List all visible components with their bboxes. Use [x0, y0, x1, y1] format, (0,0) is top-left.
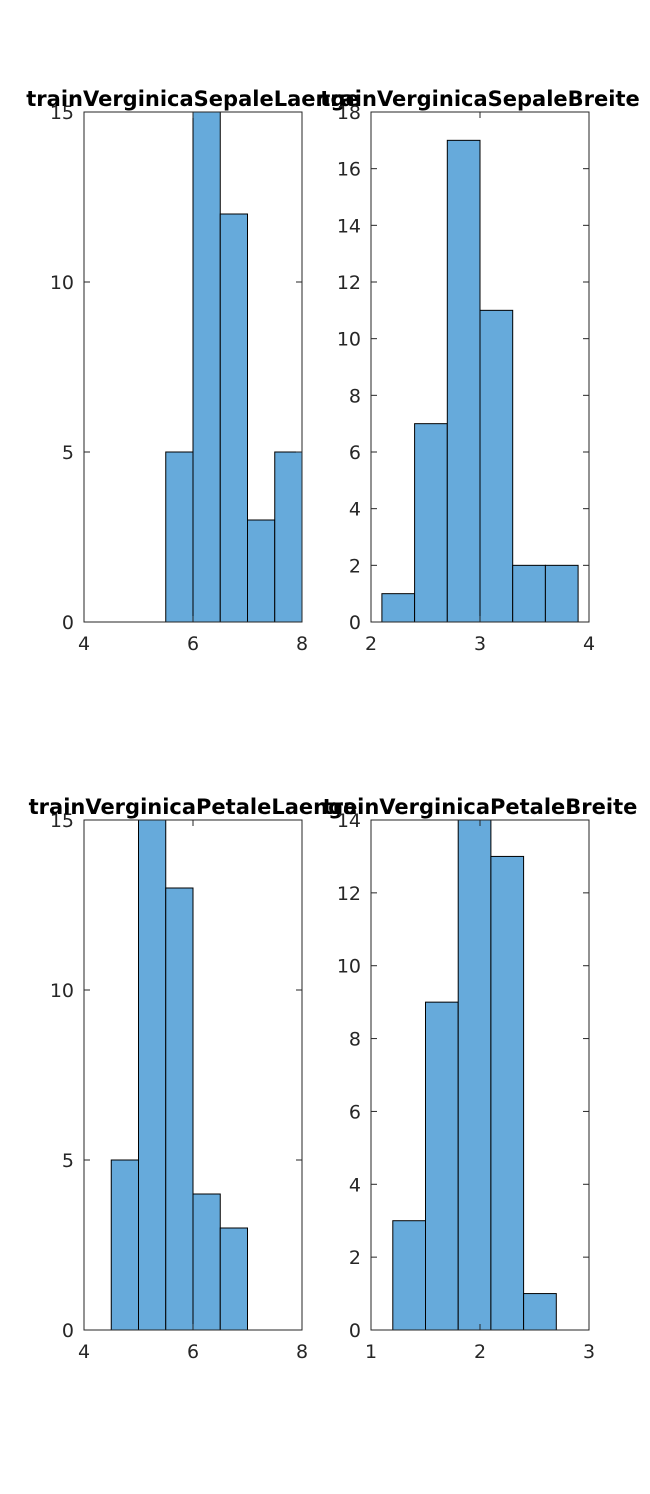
- chart-title: trainVerginicaPetaleLaenge: [29, 795, 358, 819]
- histogram-bar: [247, 519, 276, 623]
- y-tick-label: 6: [349, 442, 361, 464]
- y-tick-label: 5: [62, 1150, 74, 1172]
- y-tick-label: 10: [337, 956, 361, 978]
- y-tick-label: 18: [337, 102, 361, 124]
- x-tick-label: 1: [365, 1341, 377, 1363]
- y-tick-label: 2: [349, 555, 361, 577]
- y-tick-label: 4: [349, 1174, 361, 1196]
- histogram-bar: [219, 1227, 248, 1331]
- histogram-bar: [446, 139, 481, 623]
- histogram-bar: [523, 1293, 557, 1331]
- y-tick-label: 16: [337, 159, 361, 181]
- histogram-bar: [425, 1001, 459, 1331]
- y-tick-label: 5: [62, 442, 74, 464]
- x-tick-label: 6: [187, 633, 199, 655]
- x-tick-label: 4: [583, 633, 595, 655]
- x-tick-label: 4: [78, 1341, 90, 1363]
- histogram-sepal-width: 2 3 4024681012141618trainVerginicaSepaleBr…: [320, 87, 640, 655]
- histogram-bar: [192, 1193, 221, 1331]
- x-tick-label: 3: [583, 1341, 595, 1363]
- histogram-bar: [392, 1220, 426, 1331]
- histogram-bar: [414, 423, 448, 623]
- histogram-bar: [138, 819, 167, 1331]
- y-tick-label: 0: [62, 612, 74, 634]
- y-tick-label: 2: [349, 1247, 361, 1269]
- y-tick-label: 4: [349, 499, 361, 521]
- chart-title: trainVerginicaSepaleBreite: [320, 87, 640, 111]
- histogram-bar: [192, 111, 221, 623]
- y-tick-label: 15: [50, 102, 74, 124]
- histogram-bar: [381, 593, 416, 623]
- y-tick-label: 10: [50, 272, 74, 294]
- y-tick-label: 15: [50, 810, 74, 832]
- histogram-bar: [165, 451, 194, 623]
- histogram-bar: [490, 855, 525, 1331]
- x-tick-label: 2: [365, 633, 377, 655]
- y-tick-label: 8: [349, 385, 361, 407]
- x-tick-label: 8: [296, 633, 308, 655]
- chart-title: trainVerginicaPetaleBreite: [323, 795, 638, 819]
- y-tick-label: 10: [337, 329, 361, 351]
- y-tick-label: 12: [337, 883, 361, 905]
- histogram-bar: [165, 887, 194, 1331]
- histogram-bar: [512, 564, 546, 623]
- x-tick-label: 8: [296, 1341, 308, 1363]
- y-tick-label: 14: [337, 810, 361, 832]
- x-tick-label: 3: [474, 633, 486, 655]
- y-tick-label: 12: [337, 272, 361, 294]
- y-tick-label: 0: [349, 612, 361, 634]
- y-tick-label: 8: [349, 1029, 361, 1051]
- x-tick-label: 4: [78, 633, 90, 655]
- y-tick-label: 6: [349, 1101, 361, 1123]
- x-tick-label: 2: [474, 1341, 486, 1363]
- histogram-bar: [457, 819, 492, 1331]
- histogram-bar: [479, 309, 514, 623]
- y-tick-label: 10: [50, 980, 74, 1002]
- y-tick-label: 14: [337, 215, 361, 237]
- histogram-bar: [110, 1159, 139, 1331]
- histogram-bar: [219, 213, 248, 623]
- x-tick-label: 6: [187, 1341, 199, 1363]
- chart-title: trainVerginicaSepaleLaenge: [26, 87, 359, 111]
- histogram-bar: [544, 564, 579, 623]
- y-tick-label: 0: [349, 1320, 361, 1342]
- histogram-bar: [274, 451, 303, 623]
- y-tick-label: 0: [62, 1320, 74, 1342]
